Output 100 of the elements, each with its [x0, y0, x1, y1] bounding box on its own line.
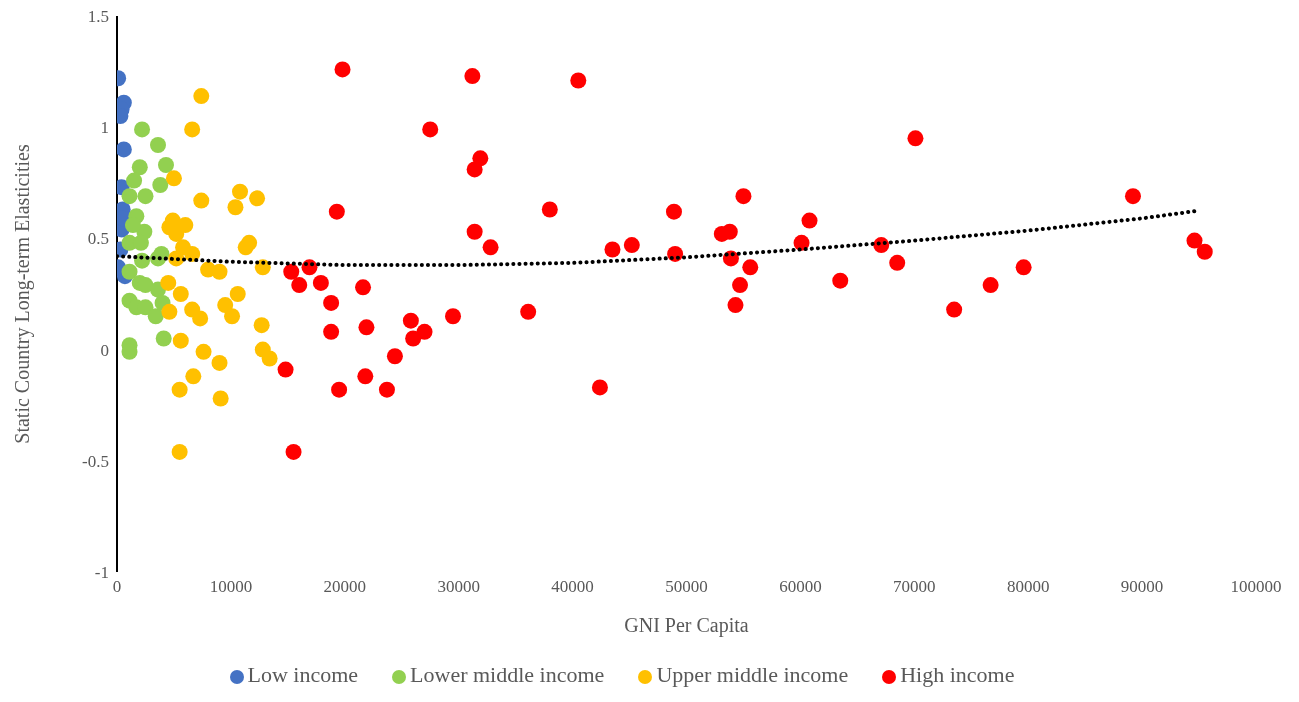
point	[193, 88, 210, 105]
x-tick-label: 100000	[1230, 577, 1282, 597]
point	[982, 277, 999, 294]
point	[623, 237, 640, 254]
point	[334, 61, 351, 78]
x-tick-label: 50000	[665, 577, 708, 597]
point	[172, 286, 189, 302]
point	[541, 201, 558, 218]
y-tick-label: -0.5	[82, 451, 109, 471]
point	[224, 308, 241, 325]
point	[405, 330, 422, 347]
point	[232, 183, 249, 200]
point	[312, 274, 329, 291]
point	[422, 121, 439, 138]
y-tick-label: 0.5	[87, 229, 109, 249]
point	[229, 286, 246, 302]
point	[1186, 232, 1203, 249]
point	[466, 223, 483, 240]
point	[217, 297, 234, 314]
point	[137, 188, 154, 205]
point	[464, 68, 481, 85]
point	[121, 263, 138, 280]
point	[152, 177, 169, 194]
point	[665, 203, 682, 220]
point	[283, 263, 300, 280]
point	[160, 274, 177, 291]
x-tick-label: 60000	[779, 577, 822, 597]
point	[735, 188, 752, 205]
point	[328, 203, 345, 220]
point	[732, 277, 749, 294]
point	[261, 350, 278, 367]
point	[323, 294, 340, 311]
point	[907, 130, 924, 147]
x-tick-label: 90000	[1120, 577, 1164, 597]
point	[832, 272, 849, 289]
point	[416, 323, 433, 340]
x-tick-label: 40000	[551, 577, 594, 597]
point	[171, 381, 188, 398]
point	[211, 354, 228, 371]
point	[604, 241, 621, 258]
point	[192, 310, 209, 327]
point	[466, 161, 483, 178]
point	[1015, 259, 1032, 276]
y-tick-label: 0	[100, 340, 109, 360]
point	[742, 259, 759, 276]
point	[184, 121, 201, 138]
point	[134, 121, 151, 138]
point	[249, 190, 266, 207]
x-tick-label: 10000	[209, 577, 253, 597]
point	[253, 317, 270, 334]
point	[126, 172, 143, 189]
y-axis-title: Static Country Long-term Elasticities	[11, 144, 35, 444]
point	[227, 199, 244, 216]
point	[155, 330, 172, 347]
point	[171, 443, 188, 460]
point	[172, 332, 189, 349]
point	[570, 72, 587, 89]
y-tick-label: 1	[100, 118, 109, 138]
point	[378, 381, 395, 398]
point	[402, 312, 419, 329]
point	[121, 188, 138, 205]
point	[1124, 188, 1141, 205]
point	[193, 192, 210, 209]
point	[520, 303, 537, 320]
point	[237, 239, 254, 256]
point	[117, 141, 132, 158]
point	[386, 348, 403, 365]
point	[211, 263, 228, 280]
point	[801, 212, 818, 229]
point	[124, 217, 141, 234]
point	[285, 443, 302, 460]
point	[357, 368, 374, 385]
point	[1196, 243, 1213, 260]
point	[212, 390, 229, 407]
legend-label: High income	[900, 662, 1015, 687]
point	[355, 279, 372, 296]
point	[793, 234, 810, 251]
x-tick-label: 20000	[323, 577, 367, 597]
point	[889, 254, 906, 271]
point	[482, 239, 499, 256]
point	[291, 277, 308, 294]
point	[165, 170, 182, 187]
point	[721, 223, 738, 240]
point	[727, 297, 744, 314]
x-tick-label: 70000	[893, 577, 936, 597]
point	[323, 323, 340, 340]
point	[161, 303, 178, 320]
point	[946, 301, 963, 318]
point	[185, 368, 202, 385]
point	[157, 157, 174, 174]
point	[131, 159, 148, 176]
point	[147, 308, 164, 325]
point	[195, 343, 212, 360]
y-tick-label: 1.5	[87, 7, 109, 27]
legend-label: Low income	[247, 662, 359, 687]
y-tick-label: -1	[94, 563, 109, 583]
x-tick-label: 80000	[1006, 577, 1050, 597]
point	[591, 379, 608, 396]
point	[331, 381, 348, 398]
legend-label: Upper middle income	[656, 662, 849, 687]
